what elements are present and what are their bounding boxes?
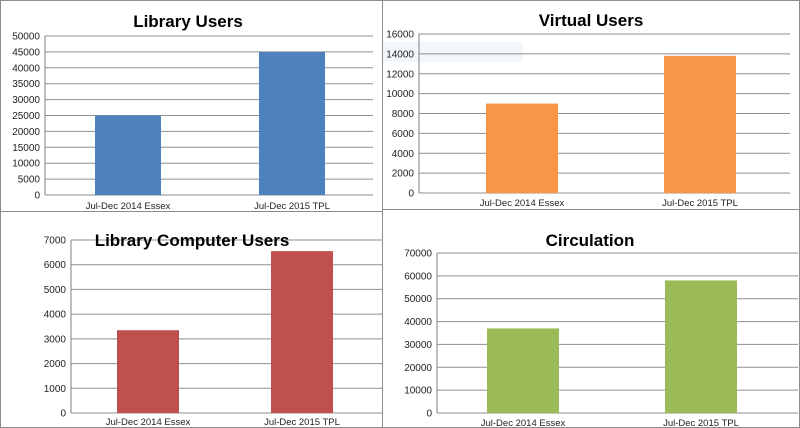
y-tick-label: 0 — [34, 191, 40, 202]
y-tick-label: 10000 — [386, 89, 414, 100]
chart-panel-library-computer-users: 0 1000 2000 3000 4000 5000 6000 7000 Jul-Dec 201… — [0, 211, 383, 428]
x-category-label: Jul-Dec 2015 TPL — [254, 201, 330, 212]
y-tick-label: 2000 — [392, 169, 415, 180]
chart-panel-library-users: 0 5000 10000 15000 20000 25000 30000 35000 40000… — [0, 0, 383, 212]
y-tick-label: 25000 — [12, 111, 40, 122]
y-tick-label: 14000 — [386, 49, 414, 60]
y-tick-label: 16000 — [386, 30, 414, 41]
y-tick-label: 4000 — [44, 310, 67, 321]
bar — [665, 280, 737, 413]
x-category-label: Jul-Dec 2015 TPL — [663, 418, 739, 428]
y-tick-label: 6000 — [392, 129, 415, 140]
y-tick-label: 8000 — [392, 109, 415, 120]
chart-title: Library Computer Users — [95, 231, 290, 250]
bar — [259, 51, 325, 196]
y-tick-label: 6000 — [44, 260, 67, 271]
y-tick-label: 1000 — [44, 384, 67, 395]
y-tick-label: 10000 — [404, 386, 432, 397]
chart-title: Library Users — [133, 12, 243, 31]
y-tick-label: 30000 — [12, 95, 40, 106]
bar — [487, 328, 559, 413]
bar — [117, 330, 179, 413]
y-tick-label: 4000 — [392, 149, 415, 160]
y-tick-label: 7000 — [44, 236, 67, 247]
y-tick-label: 45000 — [12, 47, 40, 58]
bar — [486, 103, 558, 193]
y-tick-label: 40000 — [404, 317, 432, 328]
bar — [271, 251, 333, 413]
chart-panel-circulation: 0 10000 20000 30000 40000 50000 60000 70000 Jul-… — [382, 209, 800, 428]
chart-title: Circulation — [546, 231, 635, 250]
bar — [664, 55, 736, 193]
chart-panel-virtual-users: 0 2000 4000 6000 8000 10000 12000 14000 16000 Jul… — [382, 0, 800, 210]
y-tick-label: 40000 — [12, 63, 40, 74]
x-category-label: Jul-Dec 2014 Essex — [480, 198, 565, 209]
y-tick-label: 12000 — [386, 69, 414, 80]
y-tick-label: 5000 — [18, 175, 41, 186]
y-tick-label: 3000 — [44, 334, 67, 345]
bar — [95, 115, 161, 195]
y-tick-label: 60000 — [404, 271, 432, 282]
y-tick-label: 5000 — [44, 285, 67, 296]
x-category-label: Jul-Dec 2014 Essex — [86, 201, 171, 212]
y-tick-label: 10000 — [12, 159, 40, 170]
y-tick-label: 0 — [426, 409, 432, 420]
x-category-label: Jul-Dec 2014 Essex — [106, 417, 191, 428]
y-tick-label: 2000 — [44, 359, 67, 370]
y-tick-label: 50000 — [404, 294, 432, 305]
x-category-label: Jul-Dec 2014 Essex — [481, 418, 566, 428]
y-tick-label: 20000 — [12, 127, 40, 138]
chart-title: Virtual Users — [539, 11, 644, 30]
x-category-label: Jul-Dec 2015 TPL — [264, 417, 340, 428]
x-category-label: Jul-Dec 2015 TPL — [662, 198, 738, 209]
y-tick-label: 20000 — [404, 363, 432, 374]
y-tick-label: 30000 — [404, 340, 432, 351]
y-tick-label: 0 — [60, 409, 66, 420]
faded-tooltip-overlay — [383, 42, 523, 62]
y-tick-label: 0 — [408, 189, 414, 200]
y-tick-label: 15000 — [12, 143, 40, 154]
y-tick-label: 35000 — [12, 79, 40, 90]
y-tick-label: 70000 — [404, 249, 432, 260]
y-tick-label: 50000 — [12, 32, 40, 43]
